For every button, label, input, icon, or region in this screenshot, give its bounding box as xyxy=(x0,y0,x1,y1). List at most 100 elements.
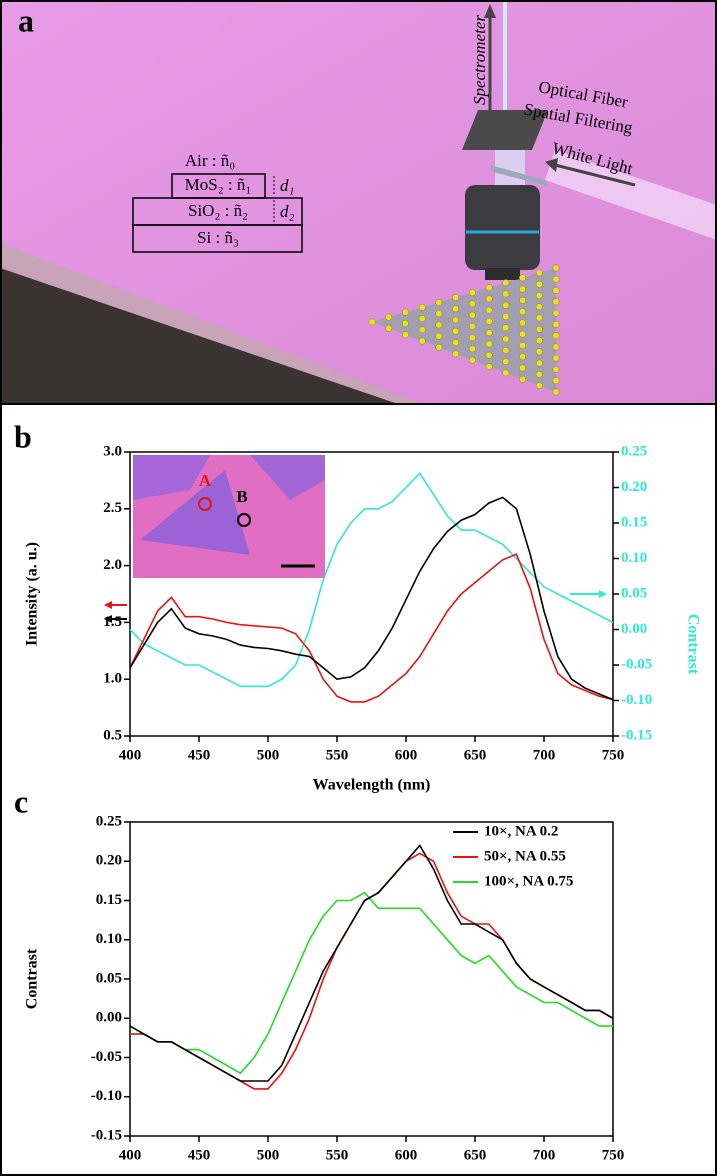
y2-tick-label: -0.05 xyxy=(621,656,652,672)
legend-label: 10×, NA 0.2 xyxy=(484,823,558,839)
x-tick-label: 600 xyxy=(395,1147,418,1163)
atom xyxy=(485,284,493,292)
atom xyxy=(519,274,526,282)
atom xyxy=(502,290,510,298)
atom xyxy=(535,348,543,356)
inset-label: B xyxy=(236,487,247,506)
flake xyxy=(140,470,250,555)
atom xyxy=(418,337,426,345)
y-tick-label: 0.05 xyxy=(96,970,122,986)
legend-label: 100×, NA 0.75 xyxy=(484,873,573,889)
panel-label: c xyxy=(14,783,28,819)
panel-label: b xyxy=(14,418,32,454)
atom xyxy=(435,332,443,340)
atom xyxy=(502,358,510,366)
y2-tick-label: -0.10 xyxy=(621,692,652,708)
y-axis-label: Intensity (a. u.) xyxy=(24,542,41,646)
y-tick-label: 0.5 xyxy=(103,727,122,743)
plot-frame xyxy=(129,821,614,1137)
marker xyxy=(237,513,251,527)
y2-tick-label: 0.20 xyxy=(621,479,647,495)
atom xyxy=(552,287,560,294)
x-tick-label: 450 xyxy=(188,747,211,763)
layer-label: SiO₂ : ñ₂ xyxy=(188,201,248,220)
atom xyxy=(502,313,510,320)
atom xyxy=(552,343,560,351)
y-tick-label: 0.20 xyxy=(96,853,122,869)
x-tick-label: 550 xyxy=(326,1147,349,1163)
atom xyxy=(435,310,443,318)
flake xyxy=(133,455,210,500)
x-tick-label: 550 xyxy=(326,747,349,763)
series-line xyxy=(129,472,614,688)
atom xyxy=(418,326,426,334)
atom xyxy=(385,313,393,321)
atom xyxy=(535,292,543,299)
atom xyxy=(502,324,510,332)
atom xyxy=(468,289,476,296)
arrows-b xyxy=(104,590,607,623)
atom xyxy=(452,339,460,346)
atom xyxy=(552,388,560,396)
atom xyxy=(468,334,476,342)
layer-box xyxy=(132,224,303,253)
y-tick-label: 0.00 xyxy=(96,1010,122,1026)
atom xyxy=(418,315,426,322)
atom xyxy=(468,322,476,330)
atom xyxy=(435,321,443,329)
atom xyxy=(485,295,493,303)
y2-tick-label: 0.00 xyxy=(621,621,647,637)
atom xyxy=(535,280,543,288)
arrow-head xyxy=(484,4,496,18)
atom xyxy=(552,377,560,385)
objective-tip xyxy=(485,268,520,280)
atom xyxy=(435,344,443,351)
atom xyxy=(519,375,526,383)
y2-tick-label: 0.25 xyxy=(621,443,647,459)
spectrometer-label: Spectrometer xyxy=(470,15,489,105)
y-axis-label: Contrast xyxy=(24,948,41,1009)
substrate-edge xyxy=(0,243,420,403)
atom xyxy=(519,330,526,338)
x-tick-label: 400 xyxy=(119,747,142,763)
series-line xyxy=(130,891,613,1075)
atom xyxy=(535,370,543,378)
atom xyxy=(452,305,460,313)
panel-a: Air : ñ₀ MoS₂ : ñ₁ SiO₂ : ñ₂ Si : ñ₃ d₁ … xyxy=(0,0,717,403)
atom xyxy=(485,351,493,359)
substrate-side xyxy=(0,268,395,403)
atom xyxy=(468,311,476,319)
atom xyxy=(385,324,393,332)
y-tick-label: 2.0 xyxy=(103,557,122,573)
atom xyxy=(535,337,543,344)
x-tick-label: 750 xyxy=(602,747,625,763)
y-tick-label: 1.5 xyxy=(103,614,122,630)
atom xyxy=(485,340,493,348)
x-tick-label: 700 xyxy=(533,1147,556,1163)
y2-tick-label: 0.15 xyxy=(621,514,647,530)
atom xyxy=(468,300,476,308)
inset-image: A B xyxy=(133,455,325,578)
thickness-label: d₂ xyxy=(280,202,295,221)
atom xyxy=(502,346,510,354)
series-line xyxy=(129,553,614,703)
axis-arrow xyxy=(599,590,607,598)
atom xyxy=(519,285,526,293)
atom xyxy=(519,296,526,304)
atom xyxy=(552,298,560,306)
atom xyxy=(485,363,493,370)
atom xyxy=(535,325,543,333)
atom xyxy=(552,320,560,328)
atom xyxy=(485,318,493,325)
y2-tick-label: -0.15 xyxy=(621,727,652,743)
y2-axis-label: Contrast xyxy=(684,614,701,675)
flake-body xyxy=(372,268,556,392)
atom xyxy=(552,264,560,272)
legend-label: 50×, NA 0.55 xyxy=(484,848,566,864)
atom xyxy=(552,366,560,373)
atom xyxy=(502,335,510,343)
x-tick-label: 500 xyxy=(257,747,280,763)
